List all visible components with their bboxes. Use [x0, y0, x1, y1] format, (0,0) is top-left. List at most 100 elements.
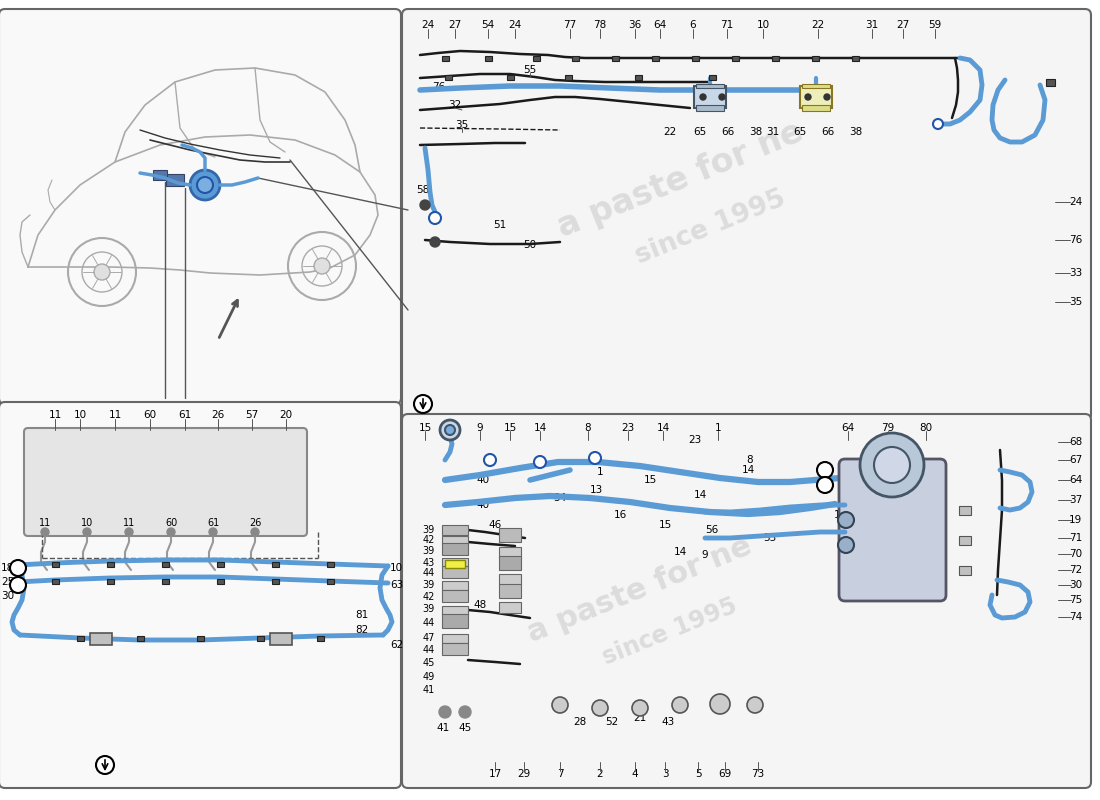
Text: 1: 1	[596, 467, 603, 477]
Bar	[197, 635, 204, 641]
Bar	[442, 566, 468, 578]
Text: 14: 14	[741, 465, 755, 475]
Bar	[442, 543, 468, 555]
Text: 40: 40	[476, 475, 490, 485]
Text: 44: 44	[422, 568, 435, 578]
Circle shape	[167, 528, 175, 536]
Text: 24: 24	[421, 20, 434, 30]
Circle shape	[459, 706, 471, 718]
Text: 73: 73	[751, 769, 764, 779]
Text: 38: 38	[749, 127, 762, 137]
Text: 51: 51	[494, 220, 507, 230]
Text: C: C	[14, 580, 22, 590]
Bar	[327, 562, 333, 566]
Text: 64: 64	[653, 20, 667, 30]
Circle shape	[592, 700, 608, 716]
Circle shape	[747, 697, 763, 713]
Text: 65: 65	[693, 127, 706, 137]
Text: 43: 43	[661, 717, 674, 727]
Text: 35: 35	[455, 120, 469, 130]
Text: 14: 14	[673, 547, 686, 557]
Circle shape	[484, 454, 496, 466]
Text: 44: 44	[422, 618, 435, 628]
Circle shape	[190, 170, 220, 200]
Text: 23: 23	[689, 435, 702, 445]
Circle shape	[209, 528, 217, 536]
Bar	[812, 55, 818, 61]
Circle shape	[710, 694, 730, 714]
Bar	[52, 562, 58, 566]
Bar	[162, 562, 168, 566]
Text: 40: 40	[476, 500, 490, 510]
Text: 10: 10	[74, 410, 87, 420]
Text: 24: 24	[508, 20, 521, 30]
Text: 1: 1	[715, 423, 722, 433]
Text: 69: 69	[718, 769, 732, 779]
Circle shape	[933, 119, 943, 129]
Text: 15: 15	[418, 423, 431, 433]
FancyBboxPatch shape	[402, 9, 1091, 421]
Circle shape	[860, 433, 924, 497]
Circle shape	[420, 200, 430, 210]
Text: 53: 53	[763, 533, 777, 543]
Text: 17: 17	[488, 769, 502, 779]
Circle shape	[82, 528, 91, 536]
Text: 23: 23	[621, 423, 635, 433]
Bar	[442, 581, 468, 590]
Bar	[442, 643, 468, 655]
Text: 45: 45	[422, 658, 435, 668]
Bar	[564, 74, 572, 79]
Bar	[272, 578, 278, 583]
Text: B: B	[14, 563, 22, 573]
Bar	[446, 560, 465, 568]
Text: 14: 14	[693, 490, 706, 500]
Bar	[692, 55, 698, 61]
Bar	[635, 74, 641, 79]
Text: 28: 28	[573, 717, 586, 727]
Circle shape	[672, 697, 688, 713]
Text: 6: 6	[690, 20, 696, 30]
Text: 45: 45	[459, 723, 472, 733]
Bar	[612, 55, 618, 61]
Circle shape	[838, 537, 854, 553]
Text: 39: 39	[422, 580, 435, 590]
Text: 79: 79	[881, 423, 894, 433]
Bar	[444, 74, 451, 79]
Text: 67: 67	[1069, 455, 1082, 465]
Circle shape	[824, 94, 830, 100]
FancyBboxPatch shape	[0, 402, 402, 788]
Text: 60: 60	[165, 518, 177, 528]
Bar	[77, 635, 84, 641]
Text: 38: 38	[849, 127, 862, 137]
Text: C: C	[822, 480, 828, 490]
Text: 50: 50	[524, 240, 537, 250]
Text: 62: 62	[390, 640, 404, 650]
Bar	[506, 74, 514, 79]
Text: 43: 43	[422, 558, 435, 568]
Circle shape	[197, 177, 213, 193]
Bar	[499, 547, 521, 558]
Text: B: B	[822, 465, 828, 475]
Text: 56: 56	[705, 525, 718, 535]
Circle shape	[251, 528, 258, 536]
Bar	[442, 558, 468, 567]
Text: 11: 11	[123, 518, 135, 528]
Bar	[532, 55, 539, 61]
Text: 13: 13	[590, 485, 603, 495]
Circle shape	[632, 700, 648, 716]
Text: A: A	[419, 399, 427, 409]
Text: 8: 8	[747, 455, 754, 465]
Bar	[442, 606, 468, 615]
Circle shape	[439, 706, 451, 718]
Text: 5: 5	[695, 769, 702, 779]
Text: 29: 29	[517, 769, 530, 779]
Bar	[651, 55, 659, 61]
Bar	[696, 84, 724, 88]
Text: 8: 8	[585, 423, 592, 433]
Bar	[217, 578, 223, 583]
Text: 4: 4	[631, 769, 638, 779]
Bar	[771, 55, 779, 61]
Text: a paste for ne: a paste for ne	[552, 115, 807, 245]
Text: 48: 48	[473, 600, 486, 610]
Text: 10: 10	[390, 563, 403, 573]
